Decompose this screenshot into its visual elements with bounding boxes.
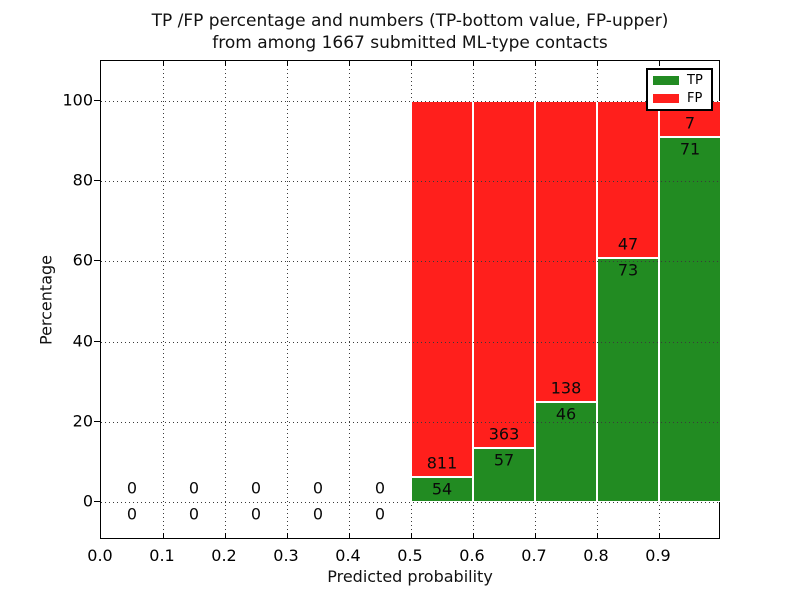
x-tick-label: 0.6 (459, 546, 485, 565)
plot-area: TP FP 0 0 0 0 0 0 0 0 0 0 811 54 363 57 138 46 47 73 7 71 (100, 60, 721, 539)
tp-count-label: 54 (431, 479, 453, 499)
x-tick-bottom (349, 533, 350, 538)
x-tick-bottom (225, 533, 226, 538)
tp-count-label: 0 (126, 504, 138, 524)
title-line-1: TP /FP percentage and numbers (TP-bottom… (151, 11, 669, 31)
legend: TP FP (646, 68, 713, 111)
y-tick-label: 60 (72, 250, 93, 270)
gridline-y-60 (101, 261, 719, 262)
fp-count-label: 0 (126, 478, 138, 498)
x-tick-label: 0.7 (521, 546, 547, 565)
x-tick-bottom (163, 533, 164, 538)
fp-count-label: 811 (426, 453, 458, 473)
gridline-y-80 (101, 181, 719, 182)
bar-tp-0.7-0.8 (535, 401, 597, 502)
x-tick-bottom (473, 533, 474, 538)
x-tick-label: 0.0 (87, 546, 113, 565)
y-tick-label: 20 (72, 411, 93, 431)
legend-row-tp: TP (653, 73, 706, 88)
x-tick-top (287, 61, 288, 66)
fp-count-label: 138 (550, 378, 582, 398)
tp-count-label: 73 (617, 260, 639, 280)
x-tick-label: 0.8 (583, 546, 609, 565)
y-tick (94, 341, 100, 342)
y-tick-label: 100 (62, 90, 93, 110)
x-tick-label: 0.3 (273, 546, 299, 565)
fp-count-label: 47 (617, 234, 639, 254)
legend-row-fp: FP (653, 91, 706, 106)
x-tick-bottom (659, 533, 660, 538)
tp-count-label: 0 (374, 504, 386, 524)
tp-count-label: 0 (250, 504, 262, 524)
x-tick-top (225, 61, 226, 66)
tp-legend-swatch (653, 76, 679, 86)
x-tick-top (163, 61, 164, 66)
y-tick (94, 180, 100, 181)
bar-tp-0.9-1 (659, 136, 721, 502)
x-tick-top (535, 61, 536, 66)
x-axis-label: Predicted probability (327, 567, 493, 586)
gridline-y-0 (101, 502, 719, 503)
fp-legend-swatch (653, 93, 679, 103)
gridline-y-100 (101, 101, 719, 102)
x-tick-top (411, 61, 412, 66)
fp-count-label: 0 (250, 478, 262, 498)
y-tick (94, 100, 100, 101)
gridline-x-0.1 (163, 61, 164, 538)
fp-count-label: 7 (684, 113, 696, 133)
y-tick (94, 421, 100, 422)
y-tick-label: 40 (72, 331, 93, 351)
x-tick-top (597, 61, 598, 66)
x-tick-label: 0.9 (645, 546, 671, 565)
x-tick-top (473, 61, 474, 66)
x-tick-bottom (535, 533, 536, 538)
tp-count-label: 46 (555, 404, 577, 424)
gridline-x-0.2 (225, 61, 226, 538)
y-tick (94, 260, 100, 261)
y-tick (94, 501, 100, 502)
tp-count-label: 71 (679, 139, 701, 159)
bar-tp-0.6-0.7 (473, 447, 535, 502)
tp-count-label: 57 (493, 450, 515, 470)
x-tick-label: 0.2 (211, 546, 237, 565)
gridline-x-0.3 (287, 61, 288, 538)
x-tick-top (659, 61, 660, 66)
bar-fp-0.7-0.8 (535, 101, 597, 402)
bar-tp-0.8-0.9 (597, 258, 659, 502)
fp-count-label: 0 (188, 478, 200, 498)
fp-legend-label: FP (687, 90, 703, 106)
gridline-y-20 (101, 422, 719, 423)
x-tick-label: 0.5 (397, 546, 423, 565)
gridline-x-0.4 (349, 61, 350, 538)
bar-fp-0.5-0.6 (411, 101, 473, 477)
x-tick-label: 0.4 (335, 546, 361, 565)
tp-legend-label: TP (687, 73, 703, 89)
x-tick-bottom (597, 533, 598, 538)
x-tick-top (349, 61, 350, 66)
tp-count-label: 0 (312, 504, 324, 524)
title-line-2: from among 1667 submitted ML-type contac… (212, 33, 608, 53)
fp-count-label: 363 (488, 424, 520, 444)
fp-count-label: 0 (374, 478, 386, 498)
x-tick-bottom (287, 533, 288, 538)
x-tick-bottom (411, 533, 412, 538)
tp-count-label: 0 (188, 504, 200, 524)
y-tick-label: 0 (82, 491, 93, 511)
bar-fp-0.6-0.7 (473, 101, 535, 448)
chart-title: TP /FP percentage and numbers (TP-bottom… (100, 10, 720, 54)
gridline-y-40 (101, 342, 719, 343)
x-tick-label: 0.1 (149, 546, 175, 565)
fp-count-label: 0 (312, 478, 324, 498)
y-tick-label: 80 (72, 170, 93, 190)
bar-tp-0.5-0.6 (411, 476, 473, 502)
